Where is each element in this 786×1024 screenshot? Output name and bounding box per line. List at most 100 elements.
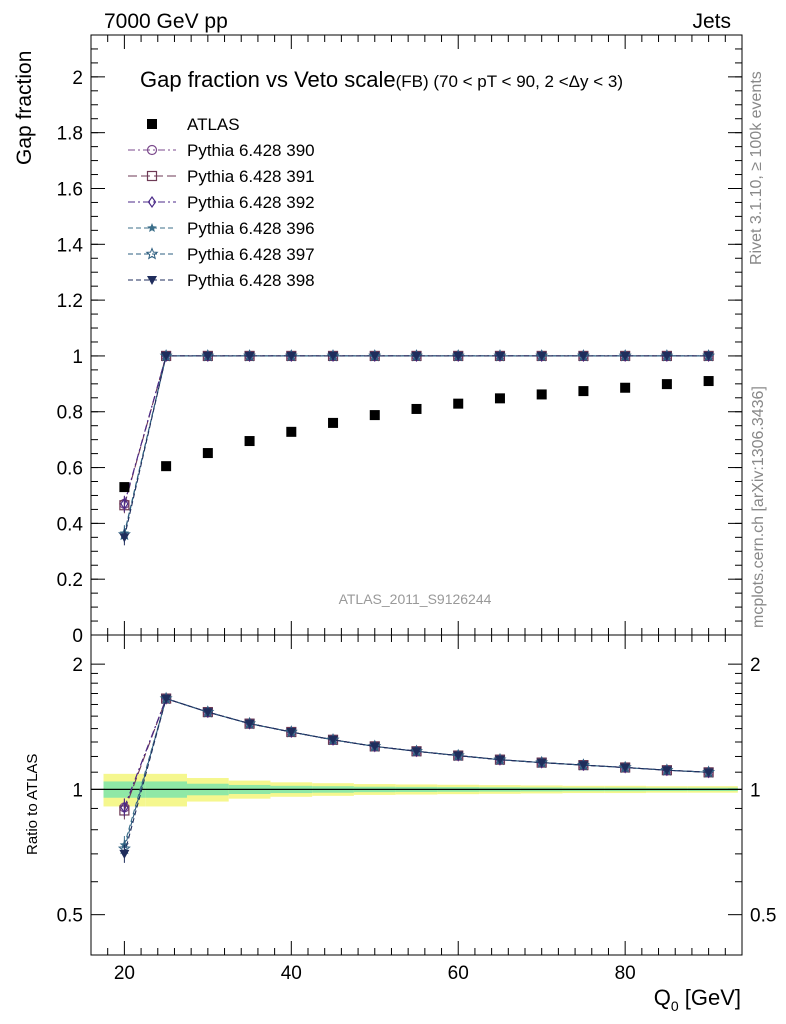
- legend-label: Pythia 6.428 390: [187, 141, 315, 160]
- legend-label: ATLAS: [187, 115, 240, 134]
- main-ytick-label: 1.6: [57, 179, 83, 200]
- rivet-label: Rivet 3.1.10, ≥ 100k events: [748, 71, 765, 265]
- ratio-ytick-label-right: 0.5: [750, 906, 776, 927]
- main-data-point: [119, 533, 130, 543]
- main-ylabel: Gap fraction: [13, 51, 36, 165]
- main-ytick-label: 0.2: [57, 570, 83, 591]
- ratio-plot-area: 0.5 0.5 1 1 2 2 20 40 60 80: [57, 635, 776, 984]
- main-data-point: [494, 393, 505, 404]
- main-ytick-label: 0.4: [57, 514, 84, 535]
- legend-label: Pythia 6.428 392: [187, 193, 315, 212]
- main-data-point: [578, 386, 589, 397]
- legend-label: Pythia 6.428 398: [187, 271, 315, 290]
- main-data-point: [411, 403, 422, 414]
- main-ytick-label: 0.8: [57, 403, 83, 424]
- x-axis-label-main: Q: [654, 985, 671, 1010]
- main-data-point: [536, 389, 547, 400]
- main-data-point: [661, 379, 672, 390]
- ratio-series-line: [123, 697, 709, 855]
- main-series-line: [123, 355, 709, 534]
- ratio-data-point: [620, 763, 631, 773]
- x-tick-label: 40: [281, 963, 302, 984]
- x-tick-label: 80: [615, 963, 636, 984]
- legend-label: Pythia 6.428 396: [187, 219, 315, 238]
- main-ytick-label: 2: [72, 68, 83, 89]
- ratio-data-point: [202, 708, 213, 718]
- legend-marker: [147, 276, 157, 285]
- ratio-ytick-label-right: 2: [750, 655, 761, 676]
- main-ytick-label: 0: [72, 626, 83, 647]
- ratio-ytick-label-right: 1: [750, 780, 761, 801]
- main-series-line: [123, 355, 709, 506]
- header-left: 7000 GeV pp: [104, 10, 228, 33]
- main-data-point: [369, 410, 380, 421]
- main-data-point: [286, 351, 297, 361]
- main-data-point: [703, 351, 714, 361]
- ratio-series-line: [123, 697, 709, 849]
- main-data-point: [161, 461, 172, 472]
- ratio-data-point: [453, 751, 464, 761]
- main-data-point: [703, 376, 714, 387]
- main-subtitle-text: (FB) (70 < pT < 90, 2 <Δy < 3): [396, 72, 623, 91]
- ratio-data-point: [328, 735, 339, 745]
- main-data-point: [411, 351, 422, 361]
- legend-marker: [146, 170, 158, 182]
- ratio-ytick-label: 0.5: [57, 906, 83, 927]
- main-data-point: [286, 426, 297, 437]
- main-data-point: [244, 436, 255, 447]
- ratio-data-point: [161, 694, 172, 704]
- main-data-point: [578, 351, 589, 361]
- x-axis-label: Q0 [GeV]: [654, 985, 741, 1014]
- legend-marker: [147, 119, 157, 129]
- ratio-data-point: [119, 849, 130, 859]
- ratio-data-point: [369, 742, 380, 752]
- mcplots-label: mcplots.cern.ch [arXiv:1306.3436]: [750, 386, 767, 628]
- main-ytick-label: 1.4: [57, 235, 84, 256]
- main-data-point: [620, 351, 631, 361]
- ratio-data-point: [536, 758, 547, 768]
- main-series-line: [123, 355, 709, 535]
- main-series-line: [123, 355, 709, 504]
- legend: ATLAS Pythia 6.428 390 Pythia 6.428 391 Pyt…: [128, 115, 315, 290]
- x-tick-label: 20: [114, 963, 135, 984]
- main-data-point: [536, 351, 547, 361]
- main-data-point: [328, 351, 339, 361]
- x-axis-label-unit: [GeV]: [679, 985, 741, 1010]
- main-data-point: [661, 351, 672, 361]
- ratio-data-point: [286, 727, 297, 737]
- main-series-line: [123, 355, 709, 504]
- main-data-point: [119, 482, 130, 493]
- main-data-point: [244, 351, 255, 361]
- main-ytick-label: 0.6: [57, 459, 83, 480]
- ratio-data-point: [120, 801, 129, 814]
- ratio-plot-frame: [90, 634, 743, 956]
- main-data-point: [453, 398, 464, 409]
- ratio-ytick-label: 2: [72, 655, 83, 676]
- ratio-data-point: [578, 761, 589, 771]
- header-right: Jets: [692, 10, 731, 33]
- ratio-data-point: [244, 719, 255, 729]
- main-title-text: Gap fraction vs Veto scale: [140, 67, 396, 92]
- x-axis-label-sub: 0: [671, 998, 679, 1014]
- main-data-point: [161, 351, 172, 361]
- legend-label: Pythia 6.428 397: [187, 245, 315, 264]
- legend-marker: [147, 223, 157, 232]
- ratio-data-point: [494, 755, 505, 765]
- main-title: Gap fraction vs Veto scale(FB) (70 < pT …: [140, 67, 623, 92]
- legend-marker: [145, 247, 159, 260]
- main-ytick-label: 1.8: [57, 124, 83, 145]
- main-data-point: [494, 351, 505, 361]
- legend-marker: [146, 144, 158, 156]
- main-data-point: [120, 497, 129, 510]
- ratio-data-point: [411, 747, 422, 757]
- main-ytick-label: 1: [72, 347, 83, 368]
- analysis-watermark: ATLAS_2011_S9126244: [339, 591, 492, 607]
- main-ytick-label: 1.2: [57, 291, 83, 312]
- legend-marker: [147, 195, 157, 209]
- x-tick-label: 60: [448, 963, 469, 984]
- main-data-point: [453, 351, 464, 361]
- ratio-data-point: [661, 766, 672, 776]
- main-data-point: [328, 417, 339, 428]
- legend-label: Pythia 6.428 391: [187, 167, 315, 186]
